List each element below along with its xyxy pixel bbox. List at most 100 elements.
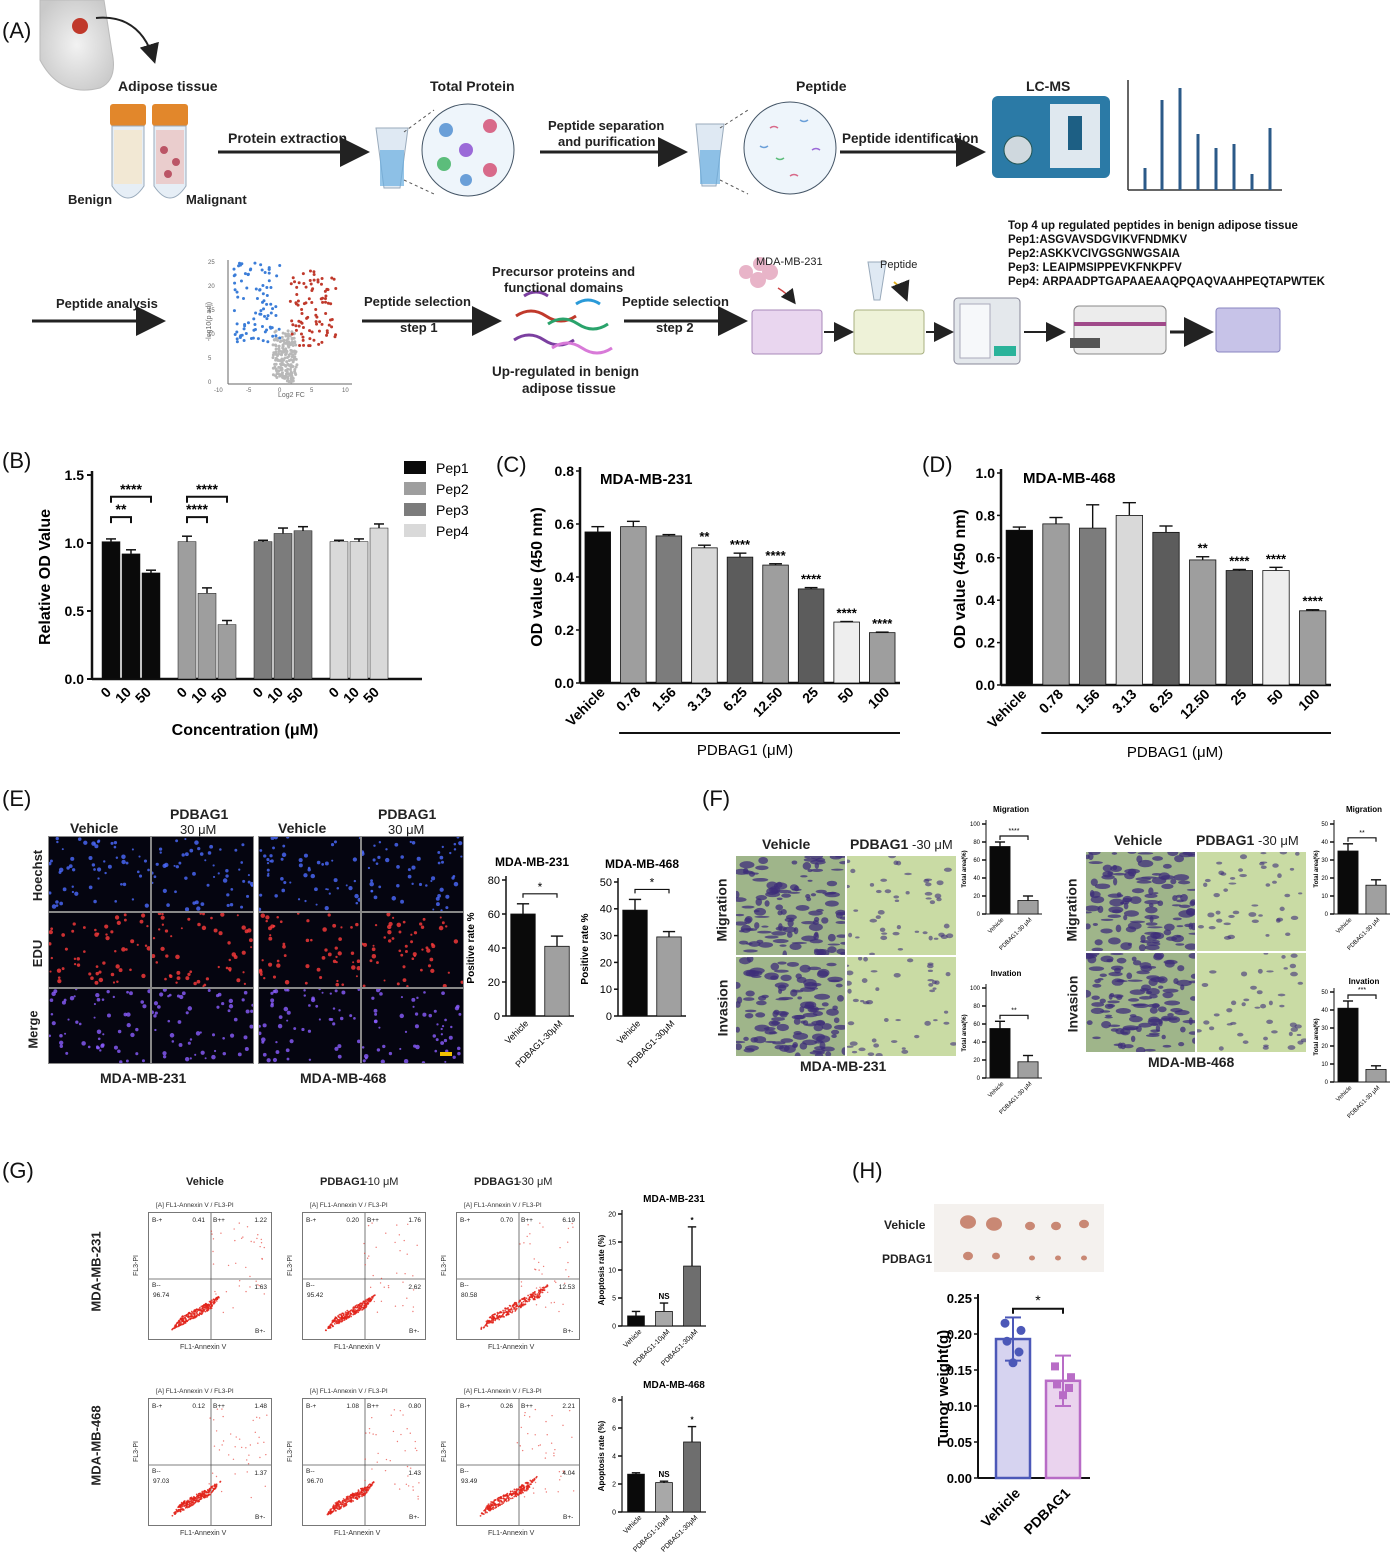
upregulated-label-2: adipose tissue	[522, 381, 616, 396]
y-tick-label: 0	[1325, 1080, 1329, 1086]
quadrant-ul-value: 0.70	[500, 1217, 513, 1224]
e-col-pdbag1-2: PDBAG1	[378, 806, 437, 822]
chart-title: MDA-MB-468	[1023, 470, 1116, 487]
flow-plot-title: [A] FL1-Annexin V / FL3-PI	[156, 1388, 234, 1395]
y-tick-label: 20	[973, 894, 980, 900]
bar	[369, 527, 389, 680]
x-tick-label: 3.13	[1109, 686, 1140, 717]
y-tick-label: 1.5	[65, 467, 85, 483]
bar	[1079, 527, 1107, 686]
flow-x-axis-label: FL1-Annexin V	[488, 1530, 535, 1537]
y-tick-label: 0.10	[947, 1399, 972, 1414]
e-cell-468: MDA-MB-468	[300, 1070, 387, 1086]
flow-y-axis-label: FL3-PI	[441, 1440, 449, 1463]
peptide-identification-label: Peptide identification	[842, 131, 979, 146]
panel-label-a: (A)	[2, 18, 32, 43]
quadrant-ll-label: B--	[306, 1468, 315, 1475]
y-tick-label: 80	[488, 875, 500, 887]
e-col-vehicle-2: Vehicle	[278, 820, 327, 836]
plate-reader-icon	[1070, 305, 1167, 355]
flow-cytometry-plot: B-+ B++ B-- B+- 0.41 1.22 96.74 1.63	[148, 1212, 272, 1340]
f-row-migration-468: Migration	[1063, 878, 1080, 942]
y-tick-label: 1.0	[976, 465, 996, 481]
f-cell-231: MDA-MB-231	[800, 1058, 887, 1074]
x-tick-label: Vehicle	[622, 1514, 643, 1535]
significance-label: NS	[658, 1292, 670, 1301]
significance-bracket	[1347, 837, 1377, 842]
bar	[217, 624, 237, 680]
flow-x-axis-label: FL1-Annexin V	[180, 1344, 227, 1351]
quadrant-ur-value: 1.76	[408, 1217, 421, 1224]
significance-label: ****	[120, 481, 142, 497]
flow-y-axis-label: FL3-PI	[133, 1254, 141, 1277]
bar	[1005, 529, 1033, 686]
y-tick-label: 10	[1321, 894, 1328, 900]
x-axis-label: Concentration (μM)	[172, 722, 319, 739]
volcano-x-tick: 10	[342, 388, 349, 394]
bar	[1365, 884, 1387, 915]
e-col-vehicle-1: Vehicle	[70, 820, 119, 836]
quadrant-ll-value: 96.74	[153, 1292, 170, 1299]
flow-x-axis-label: FL1-Annexin V	[488, 1344, 535, 1351]
bar	[1189, 559, 1217, 686]
peptide-tube-icon	[867, 261, 887, 301]
chart-c: 0.0 0.2 0.4 0.6 0.8 OD value (450 nm) MDA-MB-2…	[529, 463, 900, 759]
significance-bracket	[1347, 994, 1377, 999]
microscopy-tile-merge	[151, 988, 254, 1064]
y-tick-label: 30	[1321, 1026, 1328, 1032]
y-tick-label: 0	[1325, 912, 1329, 918]
bar	[1337, 850, 1359, 915]
bar	[620, 526, 647, 684]
chart-title: MDA-MB-231	[495, 855, 569, 869]
significance-label: ****	[730, 537, 751, 552]
bar	[656, 936, 682, 1017]
quadrant-lr-value: 1.63	[254, 1284, 267, 1291]
significance-label: ****	[872, 616, 893, 631]
tumor-icon	[72, 18, 88, 34]
legend-swatch	[404, 503, 426, 516]
x-tick-label: 1.56	[1072, 686, 1103, 717]
workflow-illustration	[32, 0, 1282, 385]
tube-malignant-icon	[152, 104, 188, 199]
chart-d: 0.0 0.2 0.4 0.6 0.8 1.0 OD value (450 nm) MDA-M…	[952, 465, 1331, 761]
y-tick-label: 40	[1321, 1008, 1328, 1014]
x-tick-label: 0	[97, 684, 114, 701]
tumor-specimen	[1079, 1219, 1089, 1229]
significance-label: **	[1198, 541, 1209, 556]
flow-plot-title: [A] FL1-Annexin V / FL3-PI	[464, 1202, 542, 1209]
data-point	[1008, 1358, 1018, 1368]
significance-bracket	[186, 516, 208, 524]
x-tick-label: Vehicle	[978, 1485, 1024, 1531]
y-tick-label: 2	[612, 1481, 616, 1488]
transwell-grid-231	[736, 856, 956, 1056]
e-cell-231: MDA-MB-231	[100, 1070, 187, 1086]
chart-f-migration-468: 0 10 20 30 40 50 Total area(%) Migration Vehicle…	[1314, 805, 1390, 952]
quadrant-ur-value: 2.21	[562, 1403, 575, 1410]
tumor-specimen	[992, 1252, 1000, 1260]
y-tick-label: 15	[608, 1239, 616, 1246]
tumor-specimen	[963, 1251, 973, 1261]
significance-label: ****	[1266, 551, 1287, 566]
y-tick-label: 0.2	[976, 635, 996, 651]
y-tick-label: 0.00	[947, 1471, 972, 1486]
data-point	[1014, 1347, 1024, 1357]
significance-label: ****	[186, 501, 208, 517]
tumor-specimen	[1029, 1255, 1035, 1261]
g-col-30-b: -30 μM	[518, 1176, 553, 1188]
transwell-tile-treated	[847, 856, 956, 955]
significance-label: *	[538, 880, 543, 894]
y-axis-label: Positive rate %	[580, 913, 591, 984]
volcano-plot	[227, 260, 352, 385]
volcano-x-tick: -10	[214, 388, 223, 394]
flow-y-axis-label: FL3-PI	[133, 1440, 141, 1463]
chart-h: 0.00 0.05 0.10 0.15 0.20 0.25 Tumor weight(g) V…	[935, 1291, 1090, 1537]
bar	[1299, 610, 1327, 686]
y-tick-label: 40	[973, 1040, 980, 1046]
y-tick-label: 20	[1321, 1044, 1328, 1050]
e-row-edu: EDU	[30, 939, 46, 968]
chart-g-231: 0 5 10 15 20 Apoptosis rate (%) MDA-MB-231 Vehi…	[597, 1194, 706, 1368]
x-tick-label: 12.50	[1177, 686, 1213, 722]
x-tick-label: Vehicle	[503, 1018, 531, 1046]
quadrant-ul-label: B-+	[152, 1403, 163, 1410]
bar	[1017, 900, 1039, 915]
